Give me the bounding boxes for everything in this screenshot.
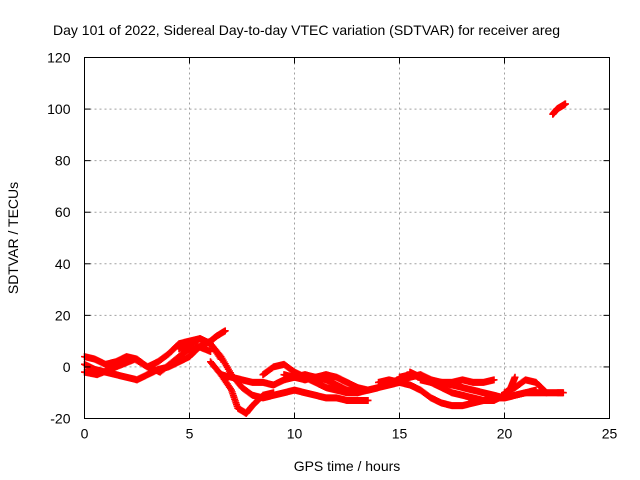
data-point xyxy=(561,100,569,108)
y-tick-label: 40 xyxy=(55,256,71,272)
x-tick-labels: 0 5 10 15 20 25 xyxy=(81,426,618,442)
data-point xyxy=(511,373,519,381)
series-track-m xyxy=(501,376,550,397)
y-tick-label: 120 xyxy=(47,50,71,66)
y-tick-label: 20 xyxy=(55,307,71,323)
y-tick-label: 60 xyxy=(55,204,71,220)
grid-lines xyxy=(84,57,610,419)
x-tick-label: 0 xyxy=(81,426,89,442)
axis-ticks xyxy=(84,57,610,419)
chart-title: Day 101 of 2022, Sidereal Day-to-day VTE… xyxy=(53,22,560,38)
data-point xyxy=(207,347,214,355)
data-point xyxy=(364,396,372,404)
data-point xyxy=(490,376,498,384)
data-point xyxy=(541,388,549,396)
x-axis-label: GPS time / hours xyxy=(294,458,401,474)
x-tick-label: 5 xyxy=(186,426,194,442)
x-tick-label: 25 xyxy=(602,426,618,442)
data-points xyxy=(81,100,569,417)
data-point xyxy=(270,389,277,397)
y-tick-label: -20 xyxy=(50,411,70,427)
y-tick-label: 0 xyxy=(63,359,71,375)
y-tick-labels: -20 0 20 40 60 80 100 120 xyxy=(47,50,71,427)
data-point xyxy=(543,389,550,397)
y-tick-label: 80 xyxy=(55,153,71,169)
data-point xyxy=(532,386,540,394)
series-track-n xyxy=(549,100,569,118)
series-track-c xyxy=(81,342,214,379)
plot-frame xyxy=(84,57,610,419)
y-axis-label: SDTVAR / TECUs xyxy=(5,182,21,294)
x-tick-label: 20 xyxy=(497,426,513,442)
data-point xyxy=(559,389,567,397)
data-point xyxy=(221,327,229,335)
x-tick-label: 10 xyxy=(287,426,303,442)
series-track-l xyxy=(417,376,498,386)
y-tick-label: 100 xyxy=(47,101,71,117)
x-tick-label: 15 xyxy=(392,426,408,442)
